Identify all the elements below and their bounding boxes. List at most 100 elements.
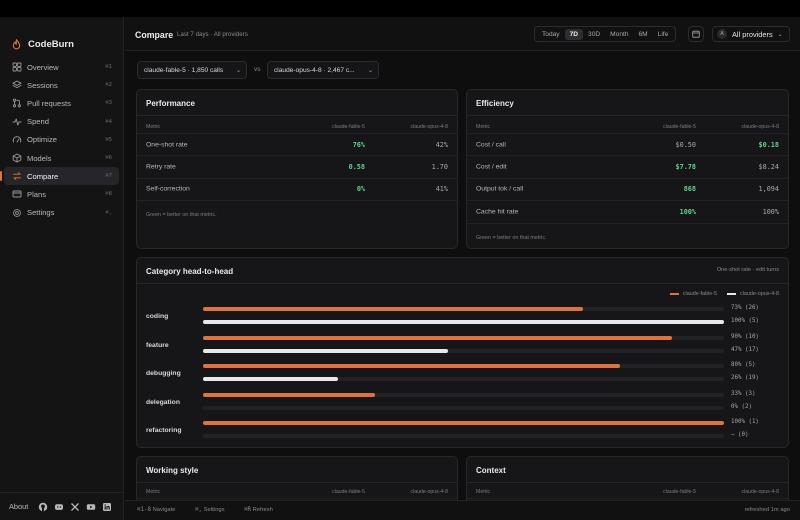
- range-today[interactable]: Today: [542, 30, 560, 38]
- linkedin-icon[interactable]: [102, 502, 112, 512]
- bar-label-a: 33% (3): [731, 390, 756, 397]
- legend-swatch-a: [669, 293, 679, 295]
- value-model-b: $0.18: [758, 140, 779, 149]
- context-table: Metric claude-fable-5 claude-opus-4-8: [467, 485, 788, 499]
- hint-refresh: ⌘R Refresh: [244, 507, 273, 513]
- youtube-icon[interactable]: [86, 502, 96, 512]
- bar-track-a: [203, 421, 724, 426]
- range-7d[interactable]: 7D: [564, 28, 584, 40]
- category-row-refactoring: refactoring 100% (1) — (0): [137, 417, 788, 445]
- hint-key: ⌘,: [195, 507, 202, 513]
- provider-dropdown[interactable]: A All providers ⌄: [712, 26, 790, 42]
- table-row: Self-correction 0% 41%: [137, 179, 457, 202]
- category-card: Category head-to-head One-shot rate · ed…: [136, 257, 789, 448]
- git-pull-request-icon: [12, 98, 22, 108]
- sidebar-item-settings[interactable]: Settings ⌘,: [4, 204, 119, 222]
- range-6m[interactable]: 6M: [638, 30, 648, 38]
- sidebar-item-label: Spend: [27, 117, 49, 127]
- metric-name: Cache hit rate: [476, 208, 519, 216]
- sidebar-item-overview[interactable]: Overview ⌘1: [4, 58, 119, 76]
- metric-name: Cost / call: [476, 141, 506, 149]
- bar-label-b: 26% (19): [731, 375, 759, 382]
- bar-track-b: [203, 377, 724, 382]
- cube-icon: [12, 153, 22, 163]
- sidebar-item-optimize[interactable]: Optimize ⌘5: [4, 131, 119, 149]
- bar-model-b: [203, 377, 339, 382]
- table-row: One-shot rate 76% 42%: [137, 134, 457, 157]
- about-link[interactable]: About: [9, 502, 29, 511]
- sidebar-item-label: Pull requests: [27, 98, 71, 108]
- sidebar-item-label: Plans: [27, 189, 46, 199]
- calendar-icon: [692, 30, 700, 38]
- metric-name: One-shot rate: [146, 141, 188, 149]
- value-model-a: $0.50: [675, 140, 696, 149]
- category-row-feature: feature 90% (10) 47% (17): [137, 332, 788, 360]
- hint-label: Navigate: [152, 507, 176, 513]
- brand[interactable]: CodeBurn: [11, 39, 74, 50]
- performance-note: Green = better on that metric.: [146, 212, 217, 218]
- bar-label-b: — (0): [731, 432, 749, 439]
- bar-track-b: [203, 348, 724, 353]
- table-row: Retry rate 0.58 1.70: [137, 156, 457, 179]
- value-model-b: 42%: [435, 140, 448, 149]
- bar-label-b: 0% (2): [731, 403, 752, 410]
- bar-track-a: [203, 392, 724, 397]
- window-titlebar: [0, 0, 800, 17]
- sidebar-item-label: Optimize: [27, 135, 57, 145]
- header-metric: Metric: [476, 488, 491, 495]
- range-30d[interactable]: 30D: [588, 30, 601, 38]
- bar-label-a: 90% (10): [731, 333, 759, 340]
- card-divider: [137, 482, 457, 483]
- bar-track-a: [203, 307, 724, 311]
- x-twitter-icon[interactable]: [70, 502, 80, 512]
- sidebar-item-compare[interactable]: Compare ⌘7: [0, 167, 119, 186]
- value-model-a: 0%: [356, 185, 365, 194]
- table-row: Cost / edit $7.78 $8.24: [467, 156, 788, 179]
- metric-name: Self-correction: [146, 185, 190, 193]
- efficiency-card: Efficiency Metric claude-fable-5 claude-op…: [466, 89, 789, 249]
- activity-icon: [12, 117, 22, 127]
- chevron-down-icon: ⌄: [777, 31, 783, 38]
- sidebar-item-models[interactable]: Models ⌘6: [4, 149, 119, 167]
- shortcut-hint: ⌘3: [105, 100, 112, 107]
- category-name: delegation: [146, 398, 180, 406]
- bar-model-a: [203, 335, 672, 340]
- category-name: feature: [146, 341, 169, 349]
- shortcut-hint: ⌘2: [105, 82, 112, 89]
- shortcut-hint: ⌘1: [105, 64, 112, 71]
- legend-label-a: claude-fable-5: [682, 291, 718, 297]
- card-divider: [137, 115, 457, 116]
- range-life[interactable]: Life: [657, 30, 669, 38]
- performance-card: Performance Metric claude-fable-5 claude-o…: [136, 89, 458, 249]
- sidebar: CodeBurn Overview ⌘1 Sessions ⌘2 Pull reques…: [0, 17, 124, 520]
- header-model-a: claude-fable-5: [332, 488, 365, 495]
- sidebar-item-label: Sessions: [27, 80, 58, 90]
- sidebar-item-sessions[interactable]: Sessions ⌘2: [4, 76, 119, 94]
- table-header-row: Metric claude-fable-5 claude-opus-4-8: [467, 485, 788, 499]
- model-select-right[interactable]: claude-opus-4-8 · 2,467 c... ⌄: [267, 61, 379, 79]
- github-icon[interactable]: [38, 502, 48, 512]
- swap-icon: [12, 171, 22, 181]
- layers-icon: [12, 80, 22, 90]
- range-month[interactable]: Month: [610, 30, 629, 38]
- header-metric: Metric: [476, 123, 491, 130]
- chevron-down-icon: ⌄: [235, 67, 241, 74]
- discord-icon[interactable]: [54, 502, 64, 512]
- table-row: Output tok / call 868 1,094: [467, 179, 788, 202]
- sidebar-item-plans[interactable]: Plans ⌘8: [4, 185, 119, 203]
- value-model-b: 100%: [762, 207, 779, 216]
- table-header-row: Metric claude-fable-5 claude-opus-4-8: [467, 120, 788, 134]
- sidebar-item-spend[interactable]: Spend ⌘4: [4, 113, 119, 131]
- category-name: coding: [146, 313, 169, 320]
- value-model-b: $8.24: [758, 163, 779, 172]
- bar-model-b: [203, 348, 448, 353]
- shortcut-hint: ⌘5: [105, 136, 112, 143]
- calendar-button[interactable]: [688, 26, 704, 42]
- value-model-a: 76%: [352, 140, 365, 149]
- sidebar-item-pull-requests[interactable]: Pull requests ⌘3: [4, 94, 119, 112]
- metric-name: Retry rate: [146, 163, 176, 171]
- model-select-left[interactable]: claude-fable-5 · 1,850 calls ⌄: [137, 61, 247, 79]
- metric-name: Cost / edit: [476, 163, 507, 171]
- category-row-coding: coding 73% (26) 100% (5): [137, 303, 788, 331]
- metric-name: Output tok / call: [476, 185, 524, 193]
